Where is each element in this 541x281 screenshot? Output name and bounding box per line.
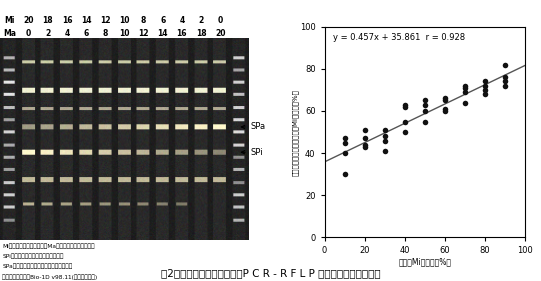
Point xyxy=(500,75,509,80)
Point xyxy=(360,128,369,132)
Point xyxy=(360,136,369,141)
Text: 図2　人為的混合サンプルのP C R - R F L P および画像解析の結果: 図2 人為的混合サンプルのP C R - R F L P および画像解析の結果 xyxy=(161,268,380,278)
Text: SPa: SPa xyxy=(241,123,266,132)
Text: SPa：アレナリアセンチュウ特異的バンド: SPa：アレナリアセンチュウ特異的バンド xyxy=(3,264,72,269)
Point xyxy=(420,98,429,103)
Point xyxy=(380,134,389,139)
Text: Ma: Ma xyxy=(3,29,16,38)
Point xyxy=(460,85,469,90)
Point xyxy=(360,142,369,147)
Text: 2: 2 xyxy=(199,17,203,26)
Text: 2: 2 xyxy=(45,29,50,38)
Text: 4: 4 xyxy=(179,17,184,26)
Text: 14: 14 xyxy=(81,17,91,26)
Text: 20: 20 xyxy=(215,29,226,38)
Text: SPi：サワイセンチュウ特異的バンド: SPi：サワイセンチュウ特異的バンド xyxy=(3,254,64,259)
Point xyxy=(400,130,409,134)
Text: 0: 0 xyxy=(26,29,31,38)
Text: 12: 12 xyxy=(138,29,149,38)
Point xyxy=(440,96,449,101)
Point xyxy=(380,138,389,143)
Point xyxy=(500,83,509,88)
Text: SPi: SPi xyxy=(241,148,263,157)
Text: 18: 18 xyxy=(196,29,206,38)
Point xyxy=(400,105,409,109)
Point xyxy=(460,100,469,105)
Text: 6: 6 xyxy=(83,29,89,38)
Text: Mi：サワイセンチュウ　　Ma：アレナリアセンチュウ: Mi：サワイセンチュウ Ma：アレナリアセンチュウ xyxy=(3,244,95,249)
Point xyxy=(340,172,349,176)
Point xyxy=(440,109,449,113)
Text: 10: 10 xyxy=(119,29,130,38)
Y-axis label: 画像解析により推定されたMiの割合（%）: 画像解析により推定されたMiの割合（%） xyxy=(292,89,299,176)
Point xyxy=(340,140,349,145)
Text: 10: 10 xyxy=(119,17,130,26)
Point xyxy=(340,151,349,155)
Point xyxy=(400,102,409,107)
Text: 4: 4 xyxy=(64,29,70,38)
Point xyxy=(480,79,489,84)
X-axis label: 実際のMiの割合（%）: 実際のMiの割合（%） xyxy=(398,257,451,266)
Point xyxy=(440,98,449,103)
Point xyxy=(380,149,389,153)
Point xyxy=(500,79,509,84)
Text: 0: 0 xyxy=(217,17,223,26)
Point xyxy=(380,128,389,132)
Text: 16: 16 xyxy=(62,17,72,26)
Text: 8: 8 xyxy=(141,17,146,26)
Point xyxy=(460,90,469,94)
Point xyxy=(420,109,429,113)
Text: 8: 8 xyxy=(103,29,108,38)
Point xyxy=(460,83,469,88)
Point xyxy=(440,106,449,111)
Point xyxy=(340,136,349,141)
Text: 14: 14 xyxy=(157,29,168,38)
Text: 12: 12 xyxy=(100,17,110,26)
Point xyxy=(360,144,369,149)
Point xyxy=(400,119,409,124)
Text: 18: 18 xyxy=(43,17,53,26)
Point xyxy=(480,83,489,88)
Point xyxy=(480,92,489,96)
Text: 16: 16 xyxy=(176,29,187,38)
Point xyxy=(500,62,509,67)
Text: y = 0.457x + 35.861  r = 0.928: y = 0.457x + 35.861 r = 0.928 xyxy=(333,33,465,42)
Text: Mi: Mi xyxy=(4,17,15,26)
Point xyxy=(420,119,429,124)
Text: 20: 20 xyxy=(23,17,34,26)
Text: 6: 6 xyxy=(160,17,166,26)
Point xyxy=(420,102,429,107)
Point xyxy=(480,88,489,92)
Text: 画像解析ソフト：Bio-1D v98.11(エムエス機器): 画像解析ソフト：Bio-1D v98.11(エムエス機器) xyxy=(3,274,98,280)
